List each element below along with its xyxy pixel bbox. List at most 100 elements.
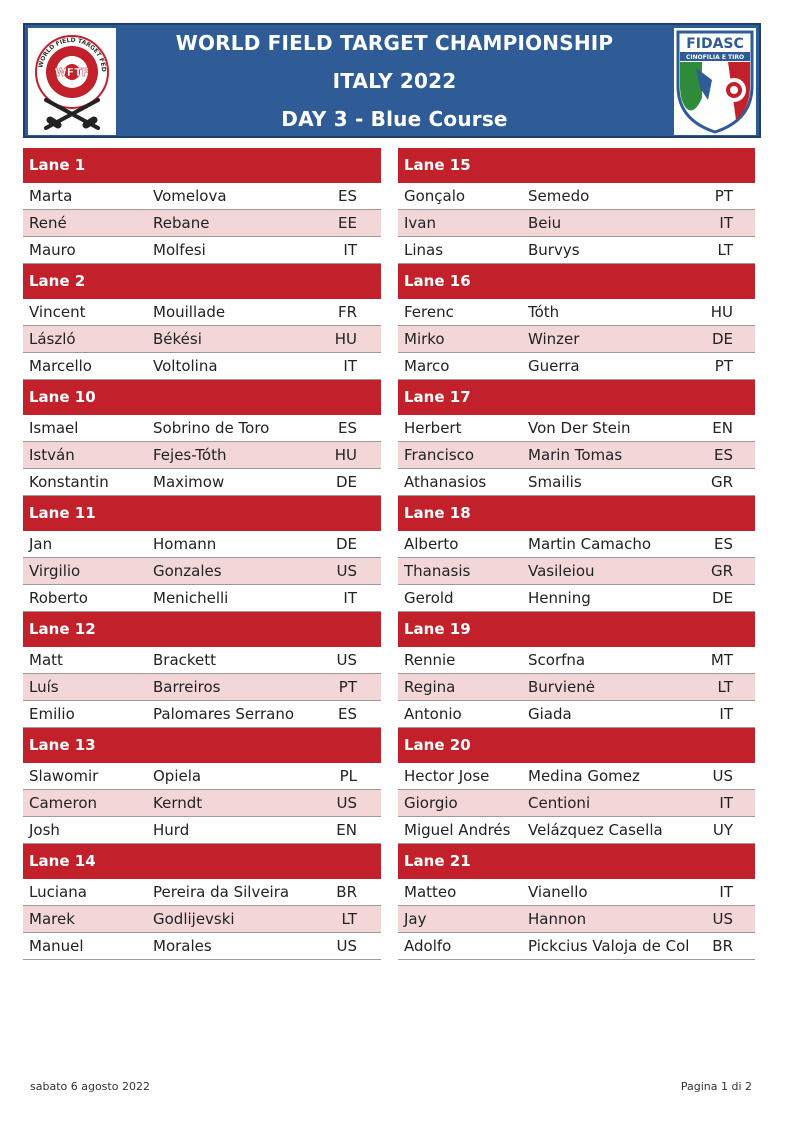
shooter-row: Virgilio Gonzales US <box>23 558 381 585</box>
last-name: Hannon <box>528 910 587 928</box>
shooter-row: Manuel Morales US <box>23 933 381 960</box>
country-code: EN <box>712 419 733 437</box>
country-code: EE <box>338 214 357 232</box>
shooter-row: Matt Brackett US <box>23 647 381 674</box>
shooter-row: Linas Burvys LT <box>398 237 755 264</box>
shooter-row: Mauro Molfesi IT <box>23 237 381 264</box>
championship-title: WORLD FIELD TARGET CHAMPIONSHIP <box>175 31 614 55</box>
last-name: Winzer <box>528 330 580 348</box>
last-name: Burvienė <box>528 678 595 696</box>
country-code: UY <box>712 821 733 839</box>
country-code: PT <box>714 187 733 205</box>
shooter-row: Marco Guerra PT <box>398 353 755 380</box>
country-code: PL <box>339 767 357 785</box>
last-name: Sobrino de Toro <box>153 419 270 437</box>
first-name: Gonçalo <box>404 187 466 205</box>
last-name: Medina Gomez <box>528 767 640 785</box>
lane-header: Lane 20 <box>398 728 755 763</box>
shooter-row: Thanasis Vasileiou GR <box>398 558 755 585</box>
lane-header: Lane 21 <box>398 844 755 879</box>
last-name: Hurd <box>153 821 190 839</box>
shooter-row: Vincent Mouillade FR <box>23 299 381 326</box>
country-code: HU <box>710 303 733 321</box>
country-code: BR <box>336 883 357 901</box>
country-code: DE <box>711 589 733 607</box>
first-name: Virgilio <box>29 562 81 580</box>
first-name: Hector Jose <box>404 767 490 785</box>
shooter-row: Marcello Voltolina IT <box>23 353 381 380</box>
country-code: ES <box>338 705 357 723</box>
first-name: Roberto <box>29 589 88 607</box>
course-title: DAY 3 - Blue Course <box>281 107 508 131</box>
country-code: PT <box>714 357 733 375</box>
last-name: Brackett <box>153 651 217 669</box>
last-name: Opiela <box>153 767 202 785</box>
shooter-row: Adolfo Pickcius Valoja de Col BR <box>398 933 755 960</box>
last-name: Beiu <box>528 214 562 232</box>
shooter-row: Athanasios Smailis GR <box>398 469 755 496</box>
country-code: ES <box>714 535 733 553</box>
shooter-row: Ivan Beiu IT <box>398 210 755 237</box>
country-code: IT <box>719 883 733 901</box>
last-name: Centioni <box>528 794 591 812</box>
last-name: Fejes-Tóth <box>153 446 227 464</box>
country-code: ES <box>338 419 357 437</box>
first-name: László <box>29 330 76 348</box>
country-code: US <box>336 651 357 669</box>
footer-page-number: Pagina 1 di 2 <box>680 1080 752 1093</box>
shooter-row: Luciana Pereira da Silveira BR <box>23 879 381 906</box>
last-name: Voltolina <box>153 357 218 375</box>
shooter-row: Slawomir Opiela PL <box>23 763 381 790</box>
first-name: Konstantin <box>29 473 109 491</box>
last-name: Von Der Stein <box>528 419 631 437</box>
first-name: Marek <box>29 910 75 928</box>
country-code: MT <box>710 651 733 669</box>
country-code: DE <box>335 473 357 491</box>
country-code: HU <box>334 446 357 464</box>
shooter-row: Cameron Kerndt US <box>23 790 381 817</box>
country-code: LT <box>717 241 733 259</box>
country-code: EN <box>336 821 357 839</box>
lane-header: Lane 11 <box>23 496 381 531</box>
fidasc-logo-text: CINOFILIA E TIRO <box>686 54 744 61</box>
first-name: István <box>29 446 75 464</box>
lane-header: Lane 14 <box>23 844 381 879</box>
last-name: Vianello <box>528 883 588 901</box>
shooter-row: Ferenc Tóth HU <box>398 299 755 326</box>
first-name: Manuel <box>29 937 84 955</box>
shooter-row: László Békési HU <box>23 326 381 353</box>
country-code: IT <box>719 705 733 723</box>
last-name: Tóth <box>528 303 560 321</box>
country-code: LT <box>341 910 357 928</box>
country-code: US <box>336 562 357 580</box>
lane-header: Lane 17 <box>398 380 755 415</box>
first-name: Ferenc <box>404 303 454 321</box>
page-header: WORLD FIELD TARGET FEDERATION WFTF WORLD… <box>23 23 761 138</box>
last-name: Giada <box>528 705 572 723</box>
last-name: Gonzales <box>153 562 222 580</box>
last-name: Mouillade <box>153 303 226 321</box>
shooter-row: Regina Burvienė LT <box>398 674 755 701</box>
lane-header: Lane 2 <box>23 264 381 299</box>
last-name: Pereira da Silveira <box>153 883 290 901</box>
shooter-row: Josh Hurd EN <box>23 817 381 844</box>
lane-header: Lane 15 <box>398 148 755 183</box>
shooter-row: Alberto Martin Camacho ES <box>398 531 755 558</box>
country-code: ES <box>338 187 357 205</box>
first-name: Herbert <box>404 419 462 437</box>
shooter-row: Hector Jose Medina Gomez US <box>398 763 755 790</box>
shooter-row: Matteo Vianello IT <box>398 879 755 906</box>
first-name: René <box>29 214 67 232</box>
shooter-row: Emilio Palomares Serrano ES <box>23 701 381 728</box>
shooter-row: Luís Barreiros PT <box>23 674 381 701</box>
country-code: PT <box>338 678 357 696</box>
shooter-row: Giorgio Centioni IT <box>398 790 755 817</box>
first-name: Matt <box>29 651 63 669</box>
first-name: Ismael <box>29 419 79 437</box>
last-name: Barreiros <box>153 678 221 696</box>
shooter-row: Francisco Marin Tomas ES <box>398 442 755 469</box>
fidasc-logo: FIDASC CINOFILIA E TIRO <box>674 28 756 135</box>
shooter-row: Konstantin Maximow DE <box>23 469 381 496</box>
shooter-row: Marek Godlijevski LT <box>23 906 381 933</box>
first-name: Emilio <box>29 705 75 723</box>
